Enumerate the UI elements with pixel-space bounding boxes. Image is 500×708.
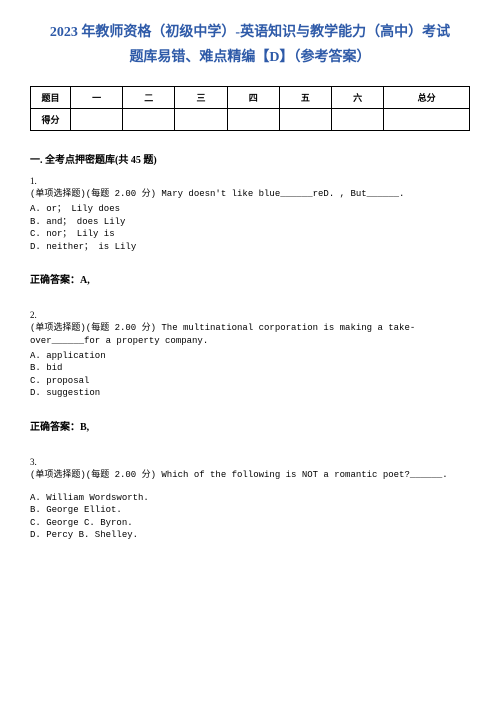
answer-2: 正确答案：B, xyxy=(30,418,470,433)
question-text: (单项选择题)(每题 2.00 分) The multinational cor… xyxy=(30,322,470,347)
option-b: B. and； does Lily xyxy=(30,216,470,229)
score-table: 题目 一 二 三 四 五 六 总分 得分 xyxy=(30,86,470,131)
title-line-2: 题库易错、难点精编【D】（参考答案） xyxy=(30,45,470,70)
document-title: 2023 年教师资格（初级中学）-英语知识与教学能力（高中）考试 题库易错、难点… xyxy=(30,20,470,70)
table-cell: 五 xyxy=(279,87,331,109)
table-cell xyxy=(279,109,331,131)
question-number: 2. xyxy=(30,310,470,320)
option-a: A. or； Lily does xyxy=(30,203,470,216)
question-1: 1. (单项选择题)(每题 2.00 分) Mary doesn't like … xyxy=(30,176,470,253)
table-cell: 三 xyxy=(175,87,227,109)
table-row: 题目 一 二 三 四 五 六 总分 xyxy=(31,87,470,109)
table-row: 得分 xyxy=(31,109,470,131)
question-2: 2. (单项选择题)(每题 2.00 分) The multinational … xyxy=(30,310,470,400)
table-cell: 得分 xyxy=(31,109,71,131)
question-number: 1. xyxy=(30,176,470,186)
spacer xyxy=(30,484,470,492)
table-cell xyxy=(71,109,123,131)
title-line-1: 2023 年教师资格（初级中学）-英语知识与教学能力（高中）考试 xyxy=(30,20,470,45)
section-title: 一. 全考点押密题库(共 45 题) xyxy=(30,151,470,166)
option-a: A. application xyxy=(30,350,470,363)
answer-1: 正确答案：A, xyxy=(30,271,470,286)
question-number: 3. xyxy=(30,457,470,467)
option-d: D. Percy B. Shelley. xyxy=(30,529,470,542)
question-3: 3. (单项选择题)(每题 2.00 分) Which of the follo… xyxy=(30,457,470,542)
table-cell: 题目 xyxy=(31,87,71,109)
table-cell: 六 xyxy=(332,87,384,109)
table-cell: 一 xyxy=(71,87,123,109)
option-d: D. neither； is Lily xyxy=(30,241,470,254)
question-text: (单项选择题)(每题 2.00 分) Which of the followin… xyxy=(30,469,470,482)
option-c: C. nor； Lily is xyxy=(30,228,470,241)
table-cell xyxy=(123,109,175,131)
option-a: A. William Wordsworth. xyxy=(30,492,470,505)
table-cell xyxy=(332,109,384,131)
option-b: B. George Elliot. xyxy=(30,504,470,517)
question-text: (单项选择题)(每题 2.00 分) Mary doesn't like blu… xyxy=(30,188,470,201)
table-cell xyxy=(384,109,470,131)
table-cell xyxy=(175,109,227,131)
option-c: C. proposal xyxy=(30,375,470,388)
option-c: C. George C. Byron. xyxy=(30,517,470,530)
table-cell: 总分 xyxy=(384,87,470,109)
table-cell: 二 xyxy=(123,87,175,109)
table-cell: 四 xyxy=(227,87,279,109)
option-b: B. bid xyxy=(30,362,470,375)
table-cell xyxy=(227,109,279,131)
option-d: D. suggestion xyxy=(30,387,470,400)
